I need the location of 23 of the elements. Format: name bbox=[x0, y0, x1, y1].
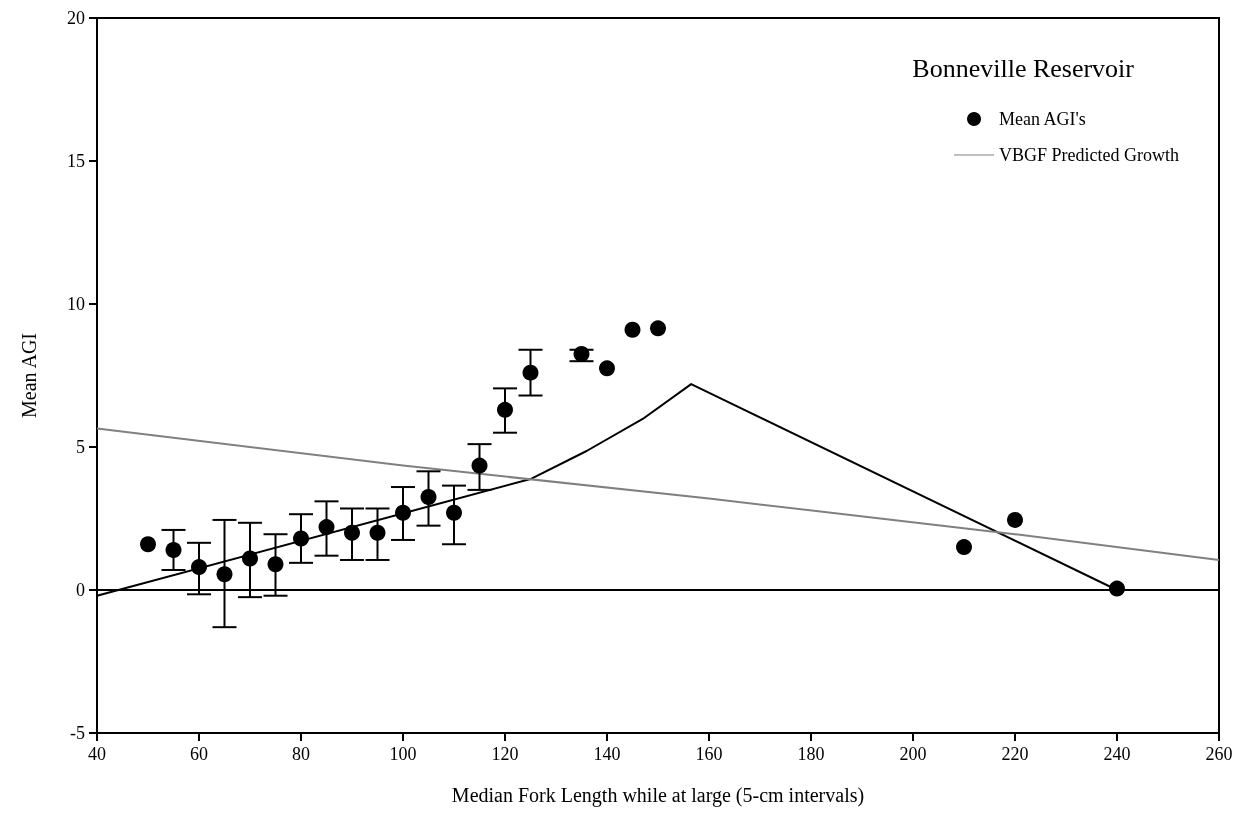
x-tick-label: 40 bbox=[88, 744, 106, 764]
x-axis-title: Median Fork Length while at large (5-cm intervals) bbox=[451, 784, 865, 807]
y-tick-label: 10 bbox=[67, 294, 85, 314]
legend-label: VBGF Predicted Growth bbox=[999, 145, 1179, 165]
x-tick-label: 100 bbox=[389, 744, 417, 764]
y-tick-label: -5 bbox=[70, 723, 85, 743]
x-tick-label: 80 bbox=[292, 744, 310, 764]
x-tick-label: 140 bbox=[593, 744, 621, 764]
x-tick-label: 120 bbox=[491, 744, 519, 764]
legend-title: Bonneville Reservoir bbox=[912, 53, 1135, 83]
legend-label: Mean AGI's bbox=[999, 109, 1086, 129]
y-tick-label: 15 bbox=[67, 151, 85, 171]
x-tick-label: 240 bbox=[1103, 744, 1131, 764]
y-axis-title: Mean AGI bbox=[18, 333, 40, 418]
x-tick-label: 160 bbox=[695, 744, 723, 764]
x-tick-label: 260 bbox=[1205, 744, 1233, 764]
x-tick-label: 220 bbox=[1001, 744, 1029, 764]
x-tick-label: 200 bbox=[899, 744, 927, 764]
x-tick-label: 180 bbox=[797, 744, 825, 764]
x-tick-label: 60 bbox=[190, 744, 208, 764]
y-tick-label: 0 bbox=[76, 580, 85, 600]
y-tick-label: 5 bbox=[76, 437, 85, 457]
y-tick-label: 20 bbox=[67, 8, 85, 28]
